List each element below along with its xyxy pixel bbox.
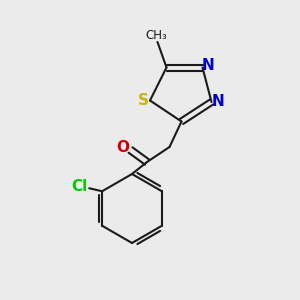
- Text: S: S: [138, 93, 149, 108]
- Text: Cl: Cl: [71, 179, 88, 194]
- Text: O: O: [116, 140, 130, 155]
- Text: N: N: [212, 94, 224, 110]
- Text: CH₃: CH₃: [145, 29, 167, 42]
- Text: N: N: [202, 58, 214, 74]
